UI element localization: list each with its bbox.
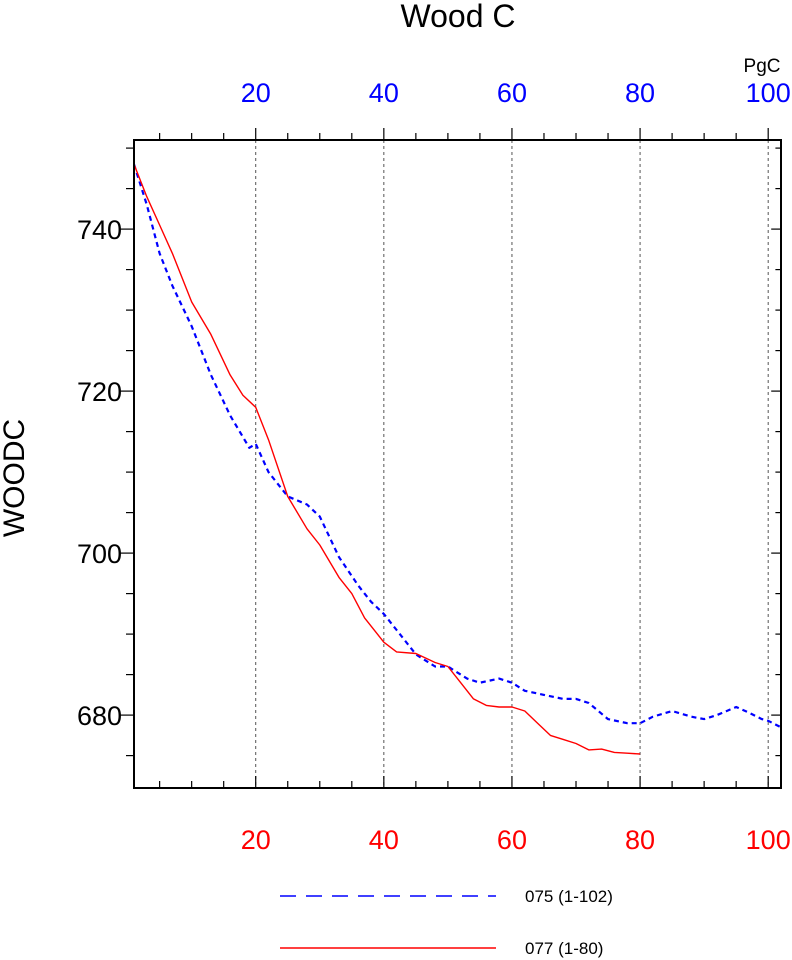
x-tick-label-bottom-3: 80 bbox=[625, 825, 655, 855]
vertical-grid bbox=[255, 140, 769, 788]
x-tick-label-top-2: 60 bbox=[497, 78, 527, 108]
x-tick-label-top-4: 100 bbox=[746, 78, 791, 108]
series-layer bbox=[132, 163, 782, 755]
series-line-0 bbox=[132, 163, 782, 729]
x-tick-label-bottom-0: 20 bbox=[241, 825, 271, 855]
y-axis-label: WOODC bbox=[0, 419, 31, 537]
chart-title: Wood C bbox=[400, 0, 515, 34]
y-tick-label-2: 720 bbox=[77, 377, 122, 407]
top-axis-unit-label: PgC bbox=[744, 56, 781, 77]
y-tick-label-3: 740 bbox=[77, 215, 122, 245]
axis-ticks bbox=[120, 128, 781, 788]
legend: 075 (1-102) 077 (1-80) bbox=[280, 887, 613, 958]
x-tick-label-bottom-1: 40 bbox=[369, 825, 399, 855]
y-tick-label-1: 700 bbox=[77, 539, 122, 569]
x-tick-label-bottom-4: 100 bbox=[746, 825, 791, 855]
axis-tick-labels: 20 40 60 80 100 20 40 60 80 100 680 700 720 740 bbox=[77, 78, 791, 855]
x-tick-label-top-1: 40 bbox=[369, 78, 399, 108]
x-tick-label-bottom-2: 60 bbox=[497, 825, 527, 855]
legend-label-075: 075 (1-102) bbox=[525, 887, 613, 906]
series-line-1 bbox=[133, 164, 641, 755]
y-tick-label-0: 680 bbox=[77, 701, 122, 731]
plot-frame bbox=[133, 139, 782, 789]
x-tick-label-top-0: 20 bbox=[241, 78, 271, 108]
x-tick-label-top-3: 80 bbox=[625, 78, 655, 108]
legend-label-077: 077 (1-80) bbox=[525, 939, 603, 958]
